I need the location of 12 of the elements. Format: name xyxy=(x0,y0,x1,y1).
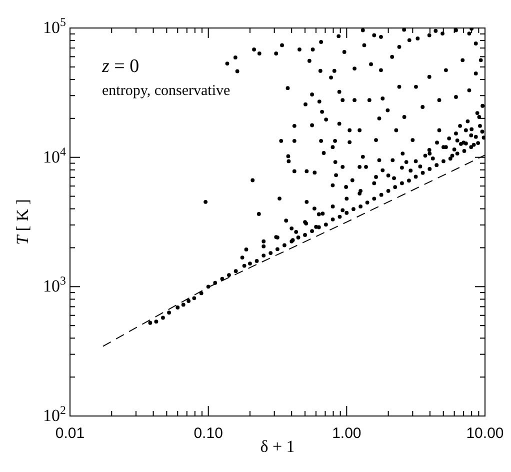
annotation: entropy, conservative xyxy=(102,83,230,99)
x-tick-label: 1.00 xyxy=(332,425,362,442)
annotation: z = 0 xyxy=(101,56,140,77)
x-tick-label: 10.00 xyxy=(466,425,504,442)
y-tick-label: 10$^{4}$ xyxy=(43,144,66,166)
y-tick-label: 10$^{3}$ xyxy=(43,274,66,296)
x-tick-label: 0.01 xyxy=(55,425,85,442)
x-tick-label: 0.10 xyxy=(194,425,223,442)
y-tick-label: 10$^{2}$ xyxy=(43,403,66,425)
y-tick-label: 10$^{5}$ xyxy=(43,15,66,37)
y-axis-title: T [ K ] xyxy=(13,199,32,245)
x-axis-title: δ + 1 xyxy=(260,437,295,456)
